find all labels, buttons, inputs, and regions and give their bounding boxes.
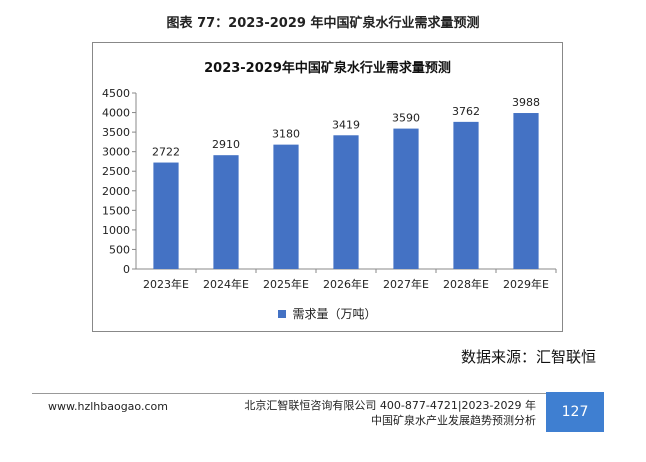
bar bbox=[513, 113, 539, 269]
data-label: 3988 bbox=[512, 96, 540, 109]
bar bbox=[393, 128, 419, 269]
y-tick-label: 2000 bbox=[102, 185, 130, 198]
legend-swatch bbox=[278, 309, 287, 318]
footer-divider bbox=[32, 393, 602, 394]
y-tick-label: 1500 bbox=[102, 204, 130, 217]
chart-legend: 需求量（万吨） bbox=[93, 305, 562, 322]
y-tick-label: 4500 bbox=[102, 87, 130, 100]
footer-company-line2: 中国矿泉水产业发展趋势预测分析 bbox=[371, 414, 536, 427]
data-label: 2722 bbox=[152, 146, 180, 159]
page-number: 127 bbox=[546, 392, 604, 432]
data-label: 3590 bbox=[392, 112, 420, 125]
data-label: 2910 bbox=[212, 138, 240, 151]
y-tick-label: 3500 bbox=[102, 126, 130, 139]
chart-frame: 2023-2029年中国矿泉水行业需求量预测 0 500 1000 1500 2000 2… bbox=[92, 42, 563, 332]
y-tick-label: 2500 bbox=[102, 165, 130, 178]
bar bbox=[273, 144, 299, 269]
y-tick-label: 0 bbox=[123, 263, 130, 276]
y-tick-label: 500 bbox=[109, 243, 130, 256]
legend-label: 需求量（万吨） bbox=[292, 307, 377, 321]
x-tick-label: 2023年E bbox=[143, 277, 189, 291]
footer-company: 北京汇智联恒咨询有限公司 400-877-4721|2023-2029 年 中国… bbox=[216, 398, 536, 428]
x-tick-label: 2025年E bbox=[263, 277, 309, 291]
x-tick-label: 2026年E bbox=[323, 277, 369, 291]
x-tick-label: 2024年E bbox=[203, 277, 249, 291]
bar bbox=[213, 155, 239, 269]
bar bbox=[153, 162, 179, 269]
chart-title: 2023-2029年中国矿泉水行业需求量预测 bbox=[204, 61, 451, 76]
data-label: 3180 bbox=[272, 128, 300, 141]
footer-url: www.hzlhbaogao.com bbox=[48, 400, 168, 413]
bar-chart: 0 500 1000 1500 2000 2500 3000 3500 4000 4500 2722… bbox=[102, 87, 557, 291]
data-source: 数据来源：汇智联恒 bbox=[460, 348, 596, 366]
bar bbox=[453, 121, 479, 269]
x-tick-label: 2029年E bbox=[503, 277, 549, 291]
data-label: 3419 bbox=[332, 118, 360, 131]
x-tick-label: 2028年E bbox=[443, 277, 489, 291]
figure-caption: 图表 77：2023-2029 年中国矿泉水行业需求量预测 bbox=[166, 16, 480, 31]
data-label: 3762 bbox=[452, 105, 480, 118]
footer-company-line1: 北京汇智联恒咨询有限公司 400-877-4721|2023-2029 年 bbox=[244, 399, 536, 412]
bar bbox=[333, 135, 359, 269]
x-tick-label: 2027年E bbox=[383, 277, 429, 291]
y-tick-label: 3000 bbox=[102, 146, 130, 159]
y-tick-label: 4000 bbox=[102, 107, 130, 120]
y-tick-label: 1000 bbox=[102, 224, 130, 237]
